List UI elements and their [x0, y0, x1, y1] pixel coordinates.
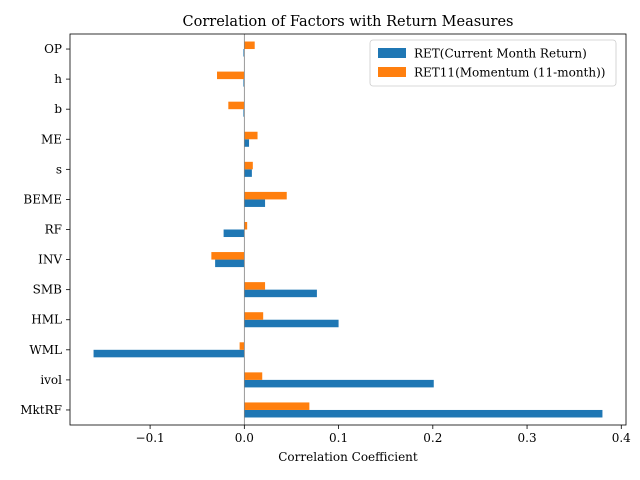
legend-label-series-1: RET(Current Month Return) [414, 47, 587, 61]
legend: RET(Current Month Return) RET11(Momentum … [369, 39, 617, 87]
bar-ivol-series-2 [244, 372, 263, 380]
y-axis: MktRF ivol WML HML SMB INV RF BEME s ME b h OP [20, 42, 70, 417]
bar-beme-series-2 [244, 191, 287, 200]
y-tick-label-hml: HML [31, 313, 62, 327]
y-tick-label-op: OP [44, 42, 62, 56]
bar-s-series-2 [244, 161, 253, 170]
bar-rf-series-2 [244, 221, 248, 230]
y-tick-label-rf: RF [45, 223, 62, 237]
bar-b-series-2 [228, 101, 245, 110]
y-tick-label-h: h [54, 72, 62, 86]
bar-wml-series-2 [239, 342, 245, 350]
bar-hml-series-1 [244, 319, 339, 328]
bar-hml-series-2 [244, 312, 264, 320]
bar-ivol-series-1 [244, 379, 434, 388]
bar-me-series-2 [244, 131, 258, 140]
y-tick-label-ivol: ivol [40, 373, 62, 387]
bar-op-series-1 [243, 49, 245, 57]
bar-mktrf-series-1 [244, 409, 603, 418]
y-tick-label-mktrf: MktRF [20, 403, 62, 417]
bar-rf-series-1 [223, 229, 245, 238]
bar-b-series-1 [243, 109, 245, 117]
y-tick-label-inv: INV [38, 253, 62, 267]
x-tick-label: 0.0 [235, 431, 254, 445]
bar-smb-series-2 [244, 282, 266, 290]
bar-op-series-2 [244, 41, 255, 50]
legend-box [369, 39, 617, 87]
bar-smb-series-1 [244, 289, 317, 298]
bar-me-series-1 [244, 139, 250, 147]
bar-s-series-1 [244, 169, 252, 177]
bars-group [93, 41, 603, 418]
bar-wml-series-1 [93, 349, 245, 358]
bar-h-series-1 [243, 79, 245, 87]
bar-h-series-2 [217, 71, 245, 80]
x-tick-label: 0.1 [329, 431, 348, 445]
y-tick-label-b: b [54, 102, 62, 116]
x-tick-label: −0.1 [136, 431, 165, 445]
bar-inv-series-2 [211, 252, 245, 260]
y-tick-label-me: ME [41, 132, 62, 146]
x-tick-label: 0.3 [518, 431, 537, 445]
x-tick-label: 0.2 [423, 431, 442, 445]
y-tick-label-smb: SMB [33, 283, 63, 297]
chart-title: Correlation of Factors with Return Measu… [183, 14, 514, 30]
x-axis-label: Correlation Coefficient [278, 450, 418, 464]
y-tick-label-s: s [56, 162, 62, 176]
bar-beme-series-1 [244, 199, 266, 207]
x-tick-label: 0.4 [612, 431, 631, 445]
plot-frame [69, 33, 627, 426]
legend-swatch-series-1 [378, 48, 406, 58]
legend-label-series-2: RET11(Momentum (11-month)) [414, 66, 605, 80]
y-tick-label-beme: BEME [23, 192, 62, 206]
y-tick-label-wml: WML [29, 343, 62, 357]
legend-swatch-series-2 [378, 67, 406, 77]
bar-mktrf-series-2 [244, 402, 310, 410]
bar-inv-series-1 [215, 259, 245, 268]
x-axis: −0.1 0.0 0.1 0.2 0.3 0.4 [136, 425, 631, 445]
